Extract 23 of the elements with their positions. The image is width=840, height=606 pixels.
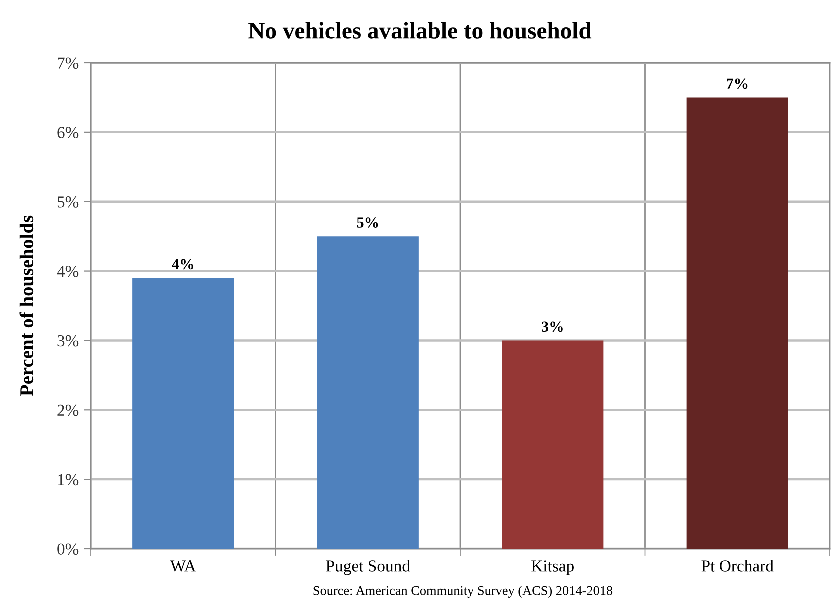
source-note: Source: American Community Survey (ACS) 2014-2018 — [314, 586, 613, 598]
y-tick-label: 6% — [58, 127, 79, 138]
data-label: 5% — [357, 218, 378, 228]
y-tick-label: 4% — [57, 266, 79, 278]
y-tick-label: 2% — [58, 404, 79, 416]
x-tick-label: Puget Sound — [326, 560, 410, 576]
bar — [317, 236, 419, 549]
data-label: 4% — [172, 259, 194, 270]
y-tick-label: 7% — [58, 58, 79, 69]
x-tick-label: Kitsap — [532, 560, 574, 576]
chart-title: No vehicles available to household — [248, 22, 592, 39]
y-tick-label: 5% — [58, 196, 79, 208]
y-axis-title: Percent of households — [20, 216, 34, 396]
bar — [686, 98, 788, 549]
data-label: 7% — [727, 78, 748, 90]
y-tick-label: 0% — [58, 544, 79, 555]
x-tick-label: WA — [170, 560, 196, 572]
bar — [132, 278, 234, 549]
y-tick-label: 3% — [58, 335, 79, 347]
bar — [502, 340, 604, 549]
x-tick-label: Pt Orchard — [702, 560, 774, 572]
y-tick-label: 1% — [58, 474, 79, 486]
data-label: 3% — [542, 322, 563, 332]
